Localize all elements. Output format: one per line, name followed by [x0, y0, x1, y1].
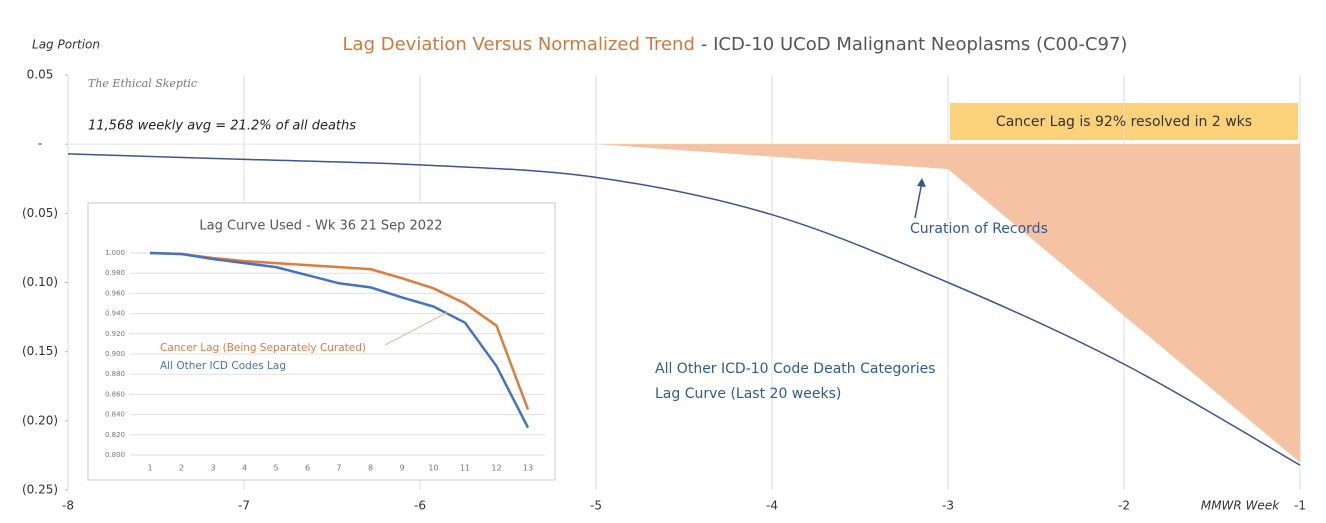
x-tick-label: -3 — [942, 499, 954, 513]
x-tick-label: -8 — [62, 499, 74, 513]
subtitle: - ICD-10 UCoD Malignant Neoplasms (C00-C… — [701, 34, 1128, 55]
annotation: Lag Curve (Last 20 weeks) — [655, 386, 841, 402]
inset-chart: Lag Curve Used - Wk 36 21 Sep 2022 0.800 0… — [87, 202, 556, 481]
y-tick-label: (0.05) — [22, 206, 58, 220]
line — [67, 153, 1301, 466]
y-tick-label: (0.15) — [22, 344, 58, 358]
x-tick-label: 6 — [305, 464, 310, 473]
y-tick-label: 0.980 — [105, 269, 125, 277]
y-axis-label: Lag Portion — [32, 38, 100, 52]
y-tick-label: 0.880 — [105, 370, 125, 378]
arrow — [914, 181, 923, 219]
y-tick-label: (0.10) — [22, 275, 58, 289]
x-tick-label: 3 — [210, 464, 215, 473]
y-tick-label: (0.25) — [22, 483, 58, 497]
y-tick-label: 0.960 — [105, 289, 125, 297]
y-tick-label: (0.20) — [22, 413, 58, 427]
arrow-head — [917, 178, 926, 187]
area — [596, 144, 1300, 463]
line — [149, 251, 530, 429]
annotation: Curation of Records — [910, 221, 1048, 237]
x-tick-label: -4 — [766, 499, 778, 513]
x-tick-label: -5 — [590, 499, 602, 513]
y-tick-label: 0.940 — [105, 310, 125, 318]
inset-title: Lag Curve Used - Wk 36 21 Sep 2022 — [199, 219, 442, 234]
title: Lag Deviation Versus Normalized Trend — [343, 34, 695, 55]
y-tick-label: 0.05 — [27, 68, 54, 82]
y-tick-label: 0.900 — [105, 350, 125, 358]
x-axis-label: MMWR Week — [1201, 499, 1280, 513]
x-tick-label: -1 — [1294, 499, 1306, 513]
y-tick-label: 0.860 — [105, 390, 125, 398]
x-tick-label: 2 — [179, 464, 184, 473]
x-tick-label: 7 — [336, 464, 341, 473]
x-tick-label: 10 — [428, 464, 438, 473]
x-tick-label: 11 — [460, 464, 470, 473]
x-tick-label: 12 — [491, 464, 501, 473]
x-tick-label: 5 — [273, 464, 278, 473]
legend-label: Cancer Lag (Being Separately Curated) — [160, 342, 366, 354]
watermark: The Ethical Skeptic — [88, 77, 197, 90]
x-tick-label: 4 — [242, 464, 247, 473]
x-tick-label: 9 — [399, 464, 404, 473]
y-tick-label: 1.000 — [105, 249, 125, 257]
y-tick-label: - — [38, 137, 42, 151]
x-tick-label: 13 — [523, 464, 533, 473]
x-tick-label: 1 — [147, 464, 152, 473]
x-tick-label: -6 — [414, 499, 426, 513]
annotation: All Other ICD-10 Code Death Categories — [655, 361, 936, 377]
legend-label: All Other ICD Codes Lag — [160, 360, 286, 372]
x-tick-label: -2 — [1118, 499, 1130, 513]
y-tick-label: 0.800 — [105, 451, 125, 459]
annotation: Cancer Lag is 92% resolved in 2 wks — [996, 114, 1252, 130]
y-tick-label: 0.840 — [105, 411, 125, 419]
y-tick-label: 0.920 — [105, 330, 125, 338]
x-tick-label: -7 — [238, 499, 250, 513]
x-tick-label: 8 — [368, 464, 373, 473]
annotation: 11,568 weekly avg = 21.2% of all deaths — [88, 119, 356, 134]
y-tick-label: 0.820 — [105, 431, 125, 439]
chart-title: Lag Deviation Versus Normalized Trend - I… — [343, 34, 1128, 55]
legend-pointer — [384, 311, 449, 346]
